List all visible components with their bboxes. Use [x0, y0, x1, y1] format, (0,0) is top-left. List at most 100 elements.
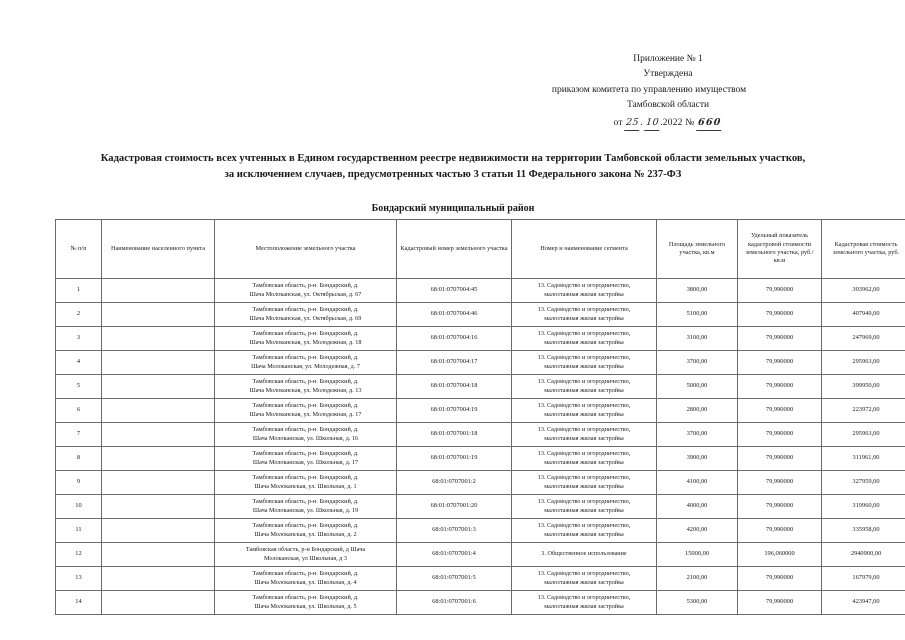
cell-upks: 79,990000 — [737, 302, 822, 327]
cell-location: Тамбовская область, р-н. Бондарский, д. Ш… — [214, 326, 397, 351]
cell-settlement — [101, 374, 215, 399]
cell-cost: 335958,00 — [821, 518, 905, 543]
cell-area: 4200,00 — [656, 518, 738, 543]
cell-cost: 311961,00 — [821, 446, 905, 471]
segment-line-1: 13. Садоводство и огородничество, — [537, 378, 631, 386]
cell-upks: 79,990000 — [737, 590, 822, 615]
location-line-2: Шача Молоканская, ул. Молодежная, д. 18 — [249, 338, 362, 346]
cell-segment: 13. Садоводство и огородничество, малоэта… — [511, 398, 657, 423]
cell-upks: 79,990000 — [737, 446, 822, 471]
location-line-1: Тамбовская область, р-н. Бондарский, д. — [252, 378, 359, 386]
cell-index: 5 — [55, 374, 102, 399]
approval-order-line: приказом комитета по управлению имуществ… — [551, 84, 747, 95]
cell-area: 2100,00 — [656, 566, 738, 591]
table-row: 4 Тамбовская область, р-н. Бондарский, д… — [55, 350, 905, 375]
number-prefix: № — [685, 117, 695, 128]
cell-cadastral-number: 68:01:0707001:6 — [396, 590, 512, 615]
column-header-cadastral-number: Кадастровый номер земельного участка — [396, 219, 512, 279]
cell-area: 5300,00 — [656, 590, 738, 615]
location-line-2: Шача Молоканская, ул. Школьная, д. 2 — [254, 530, 357, 538]
cell-cost: 399950,00 — [821, 374, 905, 399]
location-line-1: Тамбовская область, р-н. Бондарский, д. — [252, 522, 359, 530]
cell-area: 4000,00 — [656, 494, 738, 519]
cell-segment: 13. Садоводство и огородничество, малоэта… — [511, 422, 657, 447]
table-row: 6 Тамбовская область, р-н. Бондарский, д… — [55, 398, 905, 423]
cell-cadastral-number: 68:01:0707004:19 — [396, 398, 512, 423]
cell-location: Тамбовская область, р-н. Бондарский, д. Ш… — [214, 470, 397, 495]
cell-area: 3100,00 — [656, 326, 738, 351]
location-line-1: Тамбовская область, р-н. Бондарский, д. — [252, 450, 359, 458]
segment-line-2: малоэтажная жилая застройка — [544, 434, 624, 442]
cell-segment: 13. Садоводство и огородничество, малоэта… — [511, 302, 657, 327]
cell-settlement — [101, 518, 215, 543]
cell-cadastral-number: 68:01:0707001:20 — [396, 494, 512, 519]
cell-upks: 79,990000 — [737, 326, 822, 351]
cell-location: Тамбовская область, р-н. Бондарский, д. Ш… — [214, 278, 397, 303]
segment-line-2: малоэтажная жилая застройка — [544, 578, 624, 586]
cell-cost: 295963,00 — [821, 350, 905, 375]
segment-line-2: малоэтажная жилая застройка — [544, 386, 624, 394]
table-row: 11 Тамбовская область, р-н. Бондарский, … — [55, 518, 905, 543]
column-header-settlement: Наименование населенного пункта — [101, 219, 215, 279]
cell-segment: 13. Садоводство и огородничество, малоэта… — [511, 566, 657, 591]
location-line-2: Шача Молоканская, ул. Школьная, д. 19 — [252, 506, 359, 514]
date-day-handwritten: 25 — [624, 114, 642, 131]
cell-index: 9 — [55, 470, 102, 495]
region-subtitle: Бондарский муниципальный район — [371, 203, 535, 214]
cell-upks: 79,990000 — [737, 518, 822, 543]
segment-line-1: 13. Садоводство и огородничество, — [537, 330, 631, 338]
location-line-2: Шача Молоканская, ул. Молодежная, д. 13 — [249, 386, 362, 394]
cell-upks: 79,990000 — [737, 350, 822, 375]
cell-cadastral-number: 68:01:0707001:18 — [396, 422, 512, 447]
cell-location: Тамбовская область, р-н Бондарский, д Ша… — [214, 542, 397, 567]
cell-upks: 196,060000 — [737, 542, 822, 567]
cell-segment: 3. Общественное использование — [511, 542, 657, 567]
column-header-segment: Номер и наименование сегмента — [511, 219, 657, 279]
location-line-2: Шача Молоканская, ул. Школьная, д. 4 — [254, 578, 357, 586]
cell-index: 11 — [55, 518, 102, 543]
approval-block: Приложение № 1 Утверждена приказом комит… — [503, 52, 833, 131]
segment-line-2: малоэтажная жилая застройка — [544, 602, 624, 610]
cell-settlement — [101, 494, 215, 519]
segment-line-1: 13. Садоводство и огородничество, — [537, 354, 631, 362]
cell-area: 5100,00 — [656, 302, 738, 327]
cell-cost: 327959,00 — [821, 470, 905, 495]
segment-line-2: малоэтажная жилая застройка — [544, 530, 624, 538]
segment-line-2: малоэтажная жилая застройка — [544, 410, 624, 418]
cell-segment: 13. Садоводство и огородничество, малоэта… — [511, 350, 657, 375]
approval-dateline: от 25. 10.2022 № 660 — [503, 114, 833, 131]
cell-location: Тамбовская область, р-н. Бондарский, д. Ш… — [214, 398, 397, 423]
location-line-2: Шача Молоканская, ул. Молодежная, д. 17 — [249, 410, 362, 418]
table-row: 5 Тамбовская область, р-н. Бондарский, д… — [55, 374, 905, 399]
cell-area: 3700,00 — [656, 350, 738, 375]
segment-line-1: 13. Садоводство и огородничество, — [537, 426, 631, 434]
cell-segment: 13. Садоводство и огородничество, малоэта… — [511, 470, 657, 495]
cell-segment: 13. Садоводство и огородничество, малоэта… — [511, 494, 657, 519]
segment-line-2: малоэтажная жилая застройка — [544, 458, 624, 466]
cell-index: 4 — [55, 350, 102, 375]
order-number-handwritten: 660 — [696, 114, 724, 131]
segment-line-1: 13. Садоводство и огородничество, — [537, 450, 631, 458]
location-line-1: Тамбовская область, р-н. Бондарский, д. — [252, 426, 359, 434]
cell-upks: 79,990000 — [737, 566, 822, 591]
page-title-line-1: Кадастровая стоимость всех учтенных в Ед… — [100, 153, 806, 164]
segment-line-1: 13. Садоводство и огородничество, — [537, 570, 631, 578]
cell-upks: 79,990000 — [737, 278, 822, 303]
segment-line-1: 13. Садоводство и огородничество, — [537, 474, 631, 482]
location-line-1: Тамбовская область, р-н Бондарский, д Ша… — [245, 546, 366, 554]
cell-segment: 13. Садоводство и огородничество, малоэта… — [511, 326, 657, 351]
cell-segment: 13. Садоводство и огородничество, малоэта… — [511, 374, 657, 399]
cell-cadastral-number: 68:01:0707001:3 — [396, 518, 512, 543]
column-header-cost: Кадастровая стоимость земельного участка… — [821, 219, 905, 279]
cell-area: 3900,00 — [656, 446, 738, 471]
cell-settlement — [101, 350, 215, 375]
approval-approved-line: Утверждена — [643, 69, 693, 80]
location-line-2: Шача Молоканская, ул. Молодежная, д. 7 — [251, 362, 360, 370]
date-month-handwritten: 10 — [644, 114, 662, 131]
approval-appendix-line: Приложение № 1 — [633, 54, 703, 64]
location-line-2: Шача Молоканская, ул. Октябрьская, д. 69 — [249, 314, 362, 322]
cell-cost: 295963,00 — [821, 422, 905, 447]
location-line-1: Тамбовская область, р-н. Бондарский, д. — [252, 282, 359, 290]
segment-line-2: малоэтажная жилая застройка — [544, 290, 624, 298]
